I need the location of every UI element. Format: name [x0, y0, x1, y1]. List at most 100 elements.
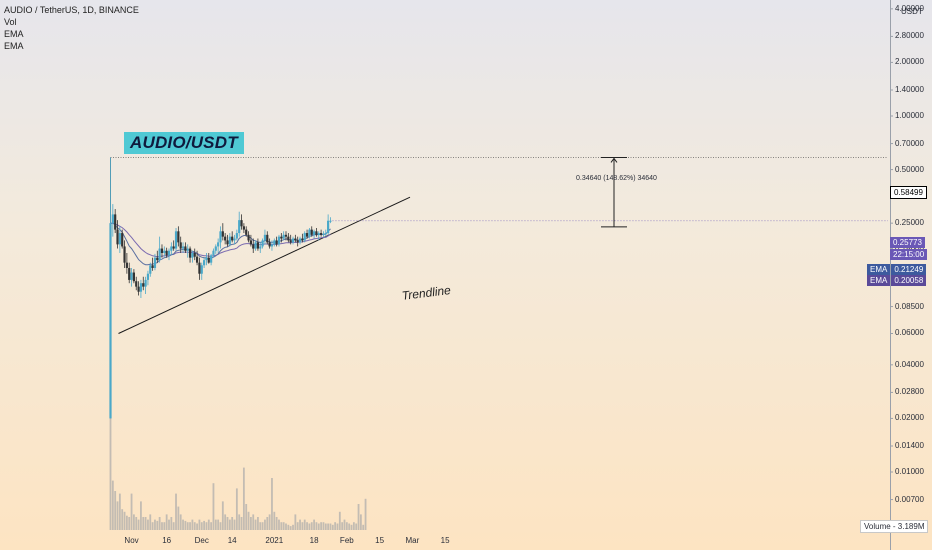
- candle-up: [170, 246, 173, 251]
- volume-bar: [128, 517, 131, 530]
- volume-bar: [207, 519, 210, 530]
- candle-up: [312, 231, 316, 235]
- time-tick-label: 15: [440, 536, 450, 545]
- volume-bar: [214, 519, 217, 530]
- volume-indicator-label[interactable]: Vol: [4, 17, 17, 27]
- volume-bar: [268, 514, 271, 530]
- volume-bar: [257, 517, 259, 530]
- candle-down: [177, 231, 180, 243]
- candle-up: [214, 246, 217, 251]
- candle-up: [282, 234, 285, 239]
- volume-bar: [338, 511, 341, 530]
- volume-bar: [224, 514, 227, 530]
- measure-label: 0.34640 (148.62%) 34640: [576, 175, 657, 182]
- volume-bar: [168, 519, 170, 530]
- volume-bar: [196, 523, 198, 530]
- candle-up: [109, 223, 112, 419]
- ema-indicator-label-2[interactable]: EMA: [4, 41, 24, 51]
- candle-down: [125, 262, 128, 268]
- volume-bar: [261, 522, 264, 530]
- candle-up: [261, 240, 264, 247]
- candle-up: [210, 255, 213, 263]
- high-price-tag: 0.58499: [890, 186, 927, 199]
- candle-down: [249, 240, 252, 245]
- volume-bar: [315, 522, 318, 530]
- candle-down: [221, 231, 224, 237]
- volume-bar: [179, 514, 182, 530]
- candle-down: [151, 265, 154, 268]
- volume-bar: [184, 520, 187, 530]
- price-tick-label: 2.80000: [895, 31, 924, 41]
- candle-down: [137, 286, 140, 292]
- last-price-tag: 0.25773: [890, 237, 925, 248]
- volume-tag: Volume - 3.189M: [860, 520, 929, 533]
- volume-bar: [294, 514, 297, 530]
- candle-up: [277, 236, 281, 245]
- volume-bar: [238, 514, 241, 530]
- volume-bar: [186, 522, 189, 530]
- ema-indicator-label-1[interactable]: EMA: [4, 29, 24, 39]
- candle-down: [289, 240, 292, 243]
- volume-bar: [205, 522, 208, 530]
- candle-down: [184, 246, 187, 251]
- time-tick-label: Dec: [194, 536, 209, 545]
- volume-bar: [301, 522, 304, 530]
- candle-up: [259, 246, 262, 249]
- candle-up: [146, 273, 150, 280]
- candle-up: [270, 244, 274, 247]
- volume-bar: [362, 524, 365, 530]
- price-tick-label: 0.08500: [895, 301, 924, 311]
- candle-down: [224, 236, 227, 241]
- candle-up: [303, 233, 306, 241]
- volume-bar: [352, 522, 355, 530]
- candle-up: [205, 257, 208, 261]
- candle-up: [263, 234, 267, 241]
- candle-up: [200, 265, 203, 274]
- price-tick-label: 0.01000: [895, 467, 924, 476]
- price-tick-label: 0.00700: [895, 494, 924, 504]
- candle-down: [123, 246, 126, 263]
- candle-up: [217, 242, 220, 247]
- ema-fast-tag-label: EMA: [867, 264, 891, 275]
- price-tick-label: 0.50000: [895, 164, 924, 174]
- volume-bar: [250, 517, 252, 530]
- candle-down: [280, 236, 283, 239]
- candle-up: [329, 220, 332, 222]
- candle-up: [203, 260, 206, 266]
- volume-bar: [275, 517, 278, 530]
- candle-down: [179, 242, 182, 249]
- price-tick-label: 4.00000: [895, 3, 924, 13]
- candle-down: [193, 252, 196, 257]
- volume-bar: [158, 517, 161, 530]
- volume-bar: [217, 519, 220, 530]
- candle-down: [207, 257, 210, 263]
- volume-bar: [259, 522, 262, 530]
- symbol-title[interactable]: AUDIO / TetherUS, 1D, BINANCE: [4, 5, 139, 15]
- candle-down: [240, 220, 243, 227]
- candle-up: [163, 250, 166, 253]
- volume-bar: [242, 467, 245, 530]
- price-tick-label: 2.00000: [895, 57, 924, 67]
- volume-bar: [140, 501, 142, 530]
- volume-bar: [327, 523, 330, 530]
- volume-bar: [170, 517, 173, 530]
- candle-down: [296, 240, 299, 243]
- volume-bar: [212, 483, 215, 530]
- candle-up: [181, 246, 185, 249]
- candle-down: [268, 242, 271, 247]
- volume-bar: [264, 519, 266, 530]
- volume-bar: [177, 506, 180, 530]
- price-tick-label: 0.18000: [895, 244, 924, 253]
- volume-bar: [247, 511, 250, 530]
- volume-bar: [200, 522, 203, 530]
- candle-down: [195, 256, 199, 263]
- price-tick-label: 1.00000: [895, 111, 924, 120]
- candle-up: [317, 233, 320, 235]
- candle-up: [174, 231, 178, 249]
- candle-down: [116, 229, 119, 245]
- volume-bar: [121, 509, 124, 530]
- candle-down: [198, 262, 201, 274]
- candle-up: [144, 279, 147, 287]
